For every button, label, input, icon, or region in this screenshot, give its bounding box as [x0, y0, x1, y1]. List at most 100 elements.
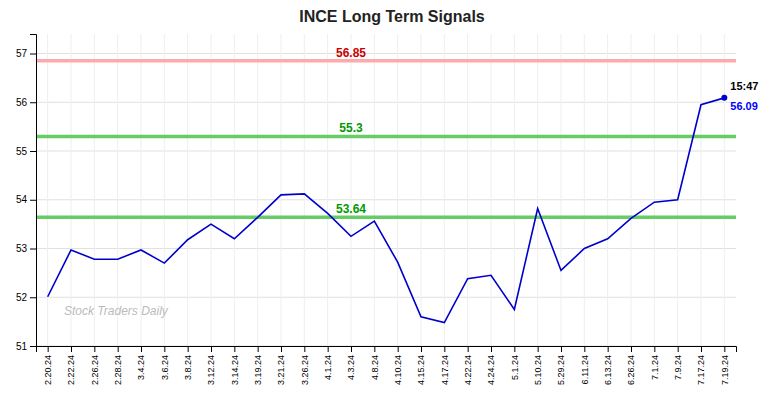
x-tick: 2.20.24 [43, 346, 53, 385]
x-tick-mark [701, 346, 702, 352]
marks [36, 61, 736, 323]
x-tick-label: 4.22.24 [463, 355, 473, 385]
x-tick: 2.22.24 [66, 346, 76, 385]
x-tick-label: 3.6.24 [160, 355, 170, 380]
x-tick: 4.1.24 [323, 346, 333, 380]
labels: 56.8555.353.6415:4756.09Stock Traders Da… [64, 46, 758, 318]
x-tick: 3.6.24 [160, 346, 170, 380]
y-tick: 56 [16, 97, 36, 108]
grid-line-x [281, 34, 282, 346]
x-axis-line [37, 347, 737, 353]
grid-line-x [327, 34, 328, 346]
y-tick: 52 [16, 292, 36, 303]
x-tick-label: 2.26.24 [90, 355, 100, 385]
x-tick-mark [351, 346, 352, 352]
grid-line-x [631, 34, 632, 346]
grid-line-x [537, 34, 538, 346]
x-tick-label: 4.8.24 [370, 355, 380, 380]
y-tick-label: 56 [16, 97, 28, 108]
x-tick-label: 4.1.24 [323, 355, 333, 380]
x-tick-mark [94, 346, 95, 352]
x-tick-mark [421, 346, 422, 352]
y-tick-label: 51 [16, 341, 28, 352]
x-tick-mark [118, 346, 119, 352]
annotation: 15:47 [730, 80, 758, 92]
annotation: 56.09 [730, 100, 758, 112]
y-tick-label: 53 [16, 243, 28, 254]
grid-line-x [444, 34, 445, 346]
grid-line-x [421, 34, 422, 346]
x-tick-mark [468, 346, 469, 352]
y-tick: 54 [16, 194, 36, 205]
y-tick-label: 55 [16, 146, 28, 157]
y-tick: 57 [16, 48, 36, 59]
x-tick-label: 7.19.24 [720, 355, 730, 385]
x-tick: 3.4.24 [136, 346, 146, 380]
grid-line-x [47, 34, 48, 346]
x-tick-label: 7.17.24 [696, 355, 706, 385]
grid-line-x [467, 34, 468, 346]
y-tick: 53 [16, 243, 36, 254]
reference-label: 55.3 [339, 121, 363, 135]
grid-line-x [584, 34, 585, 346]
grid-line-x [94, 34, 95, 346]
grid-line-x [164, 34, 165, 346]
grid [36, 34, 736, 346]
x-tick-label: 2.28.24 [113, 355, 123, 385]
grid-line-x [141, 34, 142, 346]
x-tick: 6.26.24 [626, 346, 636, 385]
grid-line-x [374, 34, 375, 346]
x-tick-label: 5.1.24 [510, 355, 520, 380]
x-tick: 4.8.24 [370, 346, 380, 380]
y-tick-mark [30, 54, 36, 55]
grid-line-x [211, 34, 212, 346]
grid-line-x [701, 34, 702, 346]
x-tick-mark [374, 346, 375, 352]
x-tick-mark [561, 346, 562, 352]
x-tick: 7.1.24 [650, 346, 660, 380]
x-tick-mark [514, 346, 515, 352]
y-tick-mark [30, 346, 36, 347]
x-tick-label: 3.14.24 [230, 355, 240, 385]
x-tick-label: 7.1.24 [650, 355, 660, 380]
x-tick-label: 3.21.24 [276, 355, 286, 385]
x-tick: 3.8.24 [183, 346, 193, 380]
x-tick-mark [654, 346, 655, 352]
x-tick-mark [258, 346, 259, 352]
plot: 51 52 53 54 55 56 57 2.20.24 2.22.24 2.26.24 2.28.… [16, 34, 759, 385]
x-tick-label: 4.10.24 [393, 355, 403, 385]
price-line [48, 98, 725, 323]
reference-line [36, 59, 736, 63]
x-tick-mark [48, 346, 49, 352]
y-tick: 51 [16, 341, 36, 352]
y-tick-mark [30, 297, 36, 298]
grid-line-x [607, 34, 608, 346]
y-tick-label: 54 [16, 194, 28, 205]
x-tick-label: 3.8.24 [183, 355, 193, 380]
watermark: Stock Traders Daily [64, 304, 169, 318]
title: INCE Long Term Signals [299, 8, 485, 25]
x-tick-mark [608, 346, 609, 352]
x-tick-mark [164, 346, 165, 352]
chart: INCE Long Term Signals 51 52 53 54 55 56 57 2.20… [0, 0, 784, 398]
x-tick: 4.24.24 [486, 346, 496, 385]
grid-line-x [514, 34, 515, 346]
x-tick: 3.21.24 [276, 346, 286, 385]
x-tick: 3.19.24 [253, 346, 263, 385]
x-tick-label: 4.3.24 [346, 355, 356, 380]
y-tick-label: 52 [16, 292, 28, 303]
x-tick-label: 5.10.24 [533, 355, 543, 385]
grid-line-x [257, 34, 258, 346]
x-tick: 7.17.24 [696, 346, 706, 385]
x-tick-mark [211, 346, 212, 352]
x-tick-label: 3.12.24 [206, 355, 216, 385]
x-tick-label: 4.17.24 [440, 355, 450, 385]
reference-label: 53.64 [336, 202, 366, 216]
x-tick-label: 2.22.24 [66, 355, 76, 385]
x-tick-label: 5.29.24 [556, 355, 566, 385]
grid-line-x [397, 34, 398, 346]
y-tick-mark [30, 102, 36, 103]
x-tick-mark [724, 346, 725, 352]
x-tick-label: 6.13.24 [603, 355, 613, 385]
y-axis: 51 52 53 54 55 56 57 [16, 35, 37, 352]
